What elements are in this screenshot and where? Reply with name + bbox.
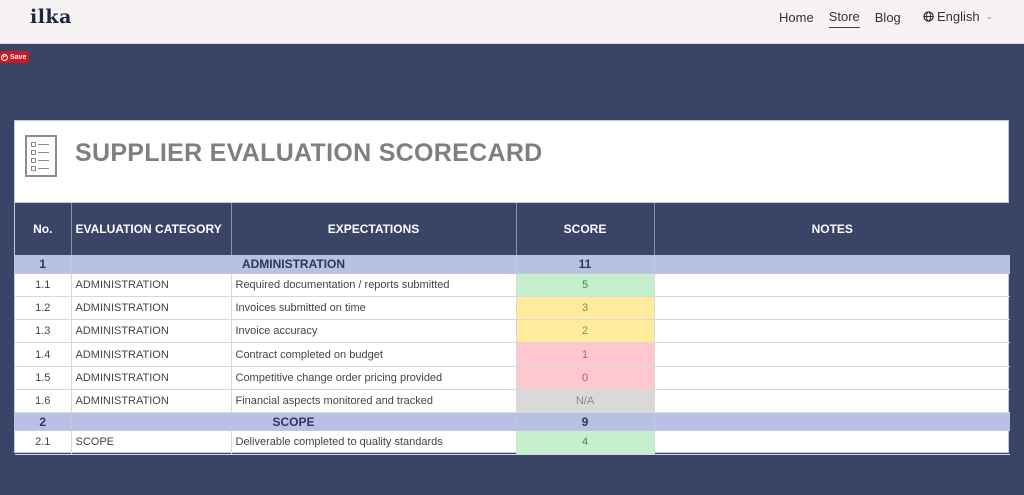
nav-blog[interactable]: Blog [874,9,901,25]
row-score[interactable]: 0 [516,366,655,390]
row-expectation[interactable]: Invoice accuracy [231,319,517,344]
language-selector[interactable]: English ⌄ [923,9,993,24]
pinterest-save-button[interactable]: P Save [0,51,29,63]
section-notes [654,412,1010,432]
row-expectation[interactable]: Deliverable completed to quality standar… [231,430,517,455]
row-expectation[interactable]: Financial aspects monitored and tracked [231,389,517,414]
row-no: 1.6 [15,389,72,414]
row-notes[interactable] [654,273,1010,297]
row-score[interactable]: 1 [516,342,655,367]
section-name: ADMINISTRATION [71,255,517,274]
main-nav: Home Store Blog [779,9,916,28]
section-no: 2 [15,412,72,432]
scorecard-title-area: SUPPLIER EVALUATION SCORECARD [15,121,1008,203]
row-notes[interactable] [654,342,1010,367]
section-total: 9 [516,412,655,432]
row-category[interactable]: ADMINISTRATION [71,273,232,297]
page-title: SUPPLIER EVALUATION SCORECARD [75,139,543,167]
pinterest-icon: P [1,53,8,61]
row-notes[interactable] [654,430,1010,455]
table-row: 1.6 ADMINISTRATION Financial aspects mon… [15,389,1010,414]
row-expectation[interactable]: Contract completed on budget [231,342,517,367]
section-name: SCOPE [71,412,517,432]
row-score[interactable]: N/A [516,389,655,414]
table-row: 1.5 ADMINISTRATION Competitive change or… [15,366,1010,390]
section-row-scope: 2 SCOPE 9 [15,412,1010,432]
nav-home[interactable]: Home [779,9,814,25]
row-category[interactable]: SCOPE [71,430,232,455]
table-row: 1.1 ADMINISTRATION Required documentatio… [15,273,1010,297]
row-no: 1.2 [15,296,72,321]
chevron-down-icon: ⌄ [985,11,994,21]
row-score[interactable]: 3 [516,296,655,321]
row-notes[interactable] [654,319,1010,344]
nav-store[interactable]: Store [828,9,860,28]
save-label: Save [10,53,27,61]
table-row: 1.3 ADMINISTRATION Invoice accuracy 2 [15,319,1010,344]
row-score[interactable]: 5 [516,273,655,297]
row-category[interactable]: ADMINISTRATION [71,366,232,390]
row-category[interactable]: ADMINISTRATION [71,389,232,414]
table-row: 1.4 ADMINISTRATION Contract completed on… [15,342,1010,367]
row-expectation[interactable]: Competitive change order pricing provide… [231,366,517,390]
row-category[interactable]: ADMINISTRATION [71,296,232,321]
row-notes[interactable] [654,389,1010,414]
site-header: ilka Home Store Blog English ⌄ [0,0,1024,44]
row-score[interactable]: 4 [516,430,655,455]
row-no: 2.1 [15,430,72,455]
row-notes[interactable] [654,296,1010,321]
table-header-row: No. EVALUATION CATEGORY EXPECTATIONS SCO… [15,203,1010,255]
col-header-no: No. [15,203,72,255]
col-header-notes: NOTES [654,203,1010,255]
row-category[interactable]: ADMINISTRATION [71,342,232,367]
scorecard-card: SUPPLIER EVALUATION SCORECARD No. EVALUA… [14,120,1010,455]
col-header-category: EVALUATION CATEGORY [71,203,232,255]
row-category[interactable]: ADMINISTRATION [71,319,232,344]
row-notes[interactable] [654,366,1010,390]
row-no: 1.5 [15,366,72,390]
row-no: 1.3 [15,319,72,344]
site-logo[interactable]: ilka [30,6,72,28]
section-notes [654,255,1010,274]
col-header-expectations: EXPECTATIONS [231,203,517,255]
table-row: 2.1 SCOPE Deliverable completed to quali… [15,430,1010,455]
row-no: 1.1 [15,273,72,297]
checklist-document-icon [25,135,57,177]
globe-icon [923,11,934,22]
language-label: English [937,9,980,24]
row-expectation[interactable]: Invoices submitted on time [231,296,517,321]
section-total: 11 [516,255,655,274]
row-expectation[interactable]: Required documentation / reports submitt… [231,273,517,297]
scorecard-table: No. EVALUATION CATEGORY EXPECTATIONS SCO… [15,203,1010,455]
table-row: 1.2 ADMINISTRATION Invoices submitted on… [15,296,1010,321]
row-no: 1.4 [15,342,72,367]
col-header-score: SCORE [516,203,655,255]
section-row-administration: 1 ADMINISTRATION 11 [15,255,1010,274]
section-no: 1 [15,255,72,274]
row-score[interactable]: 2 [516,319,655,344]
